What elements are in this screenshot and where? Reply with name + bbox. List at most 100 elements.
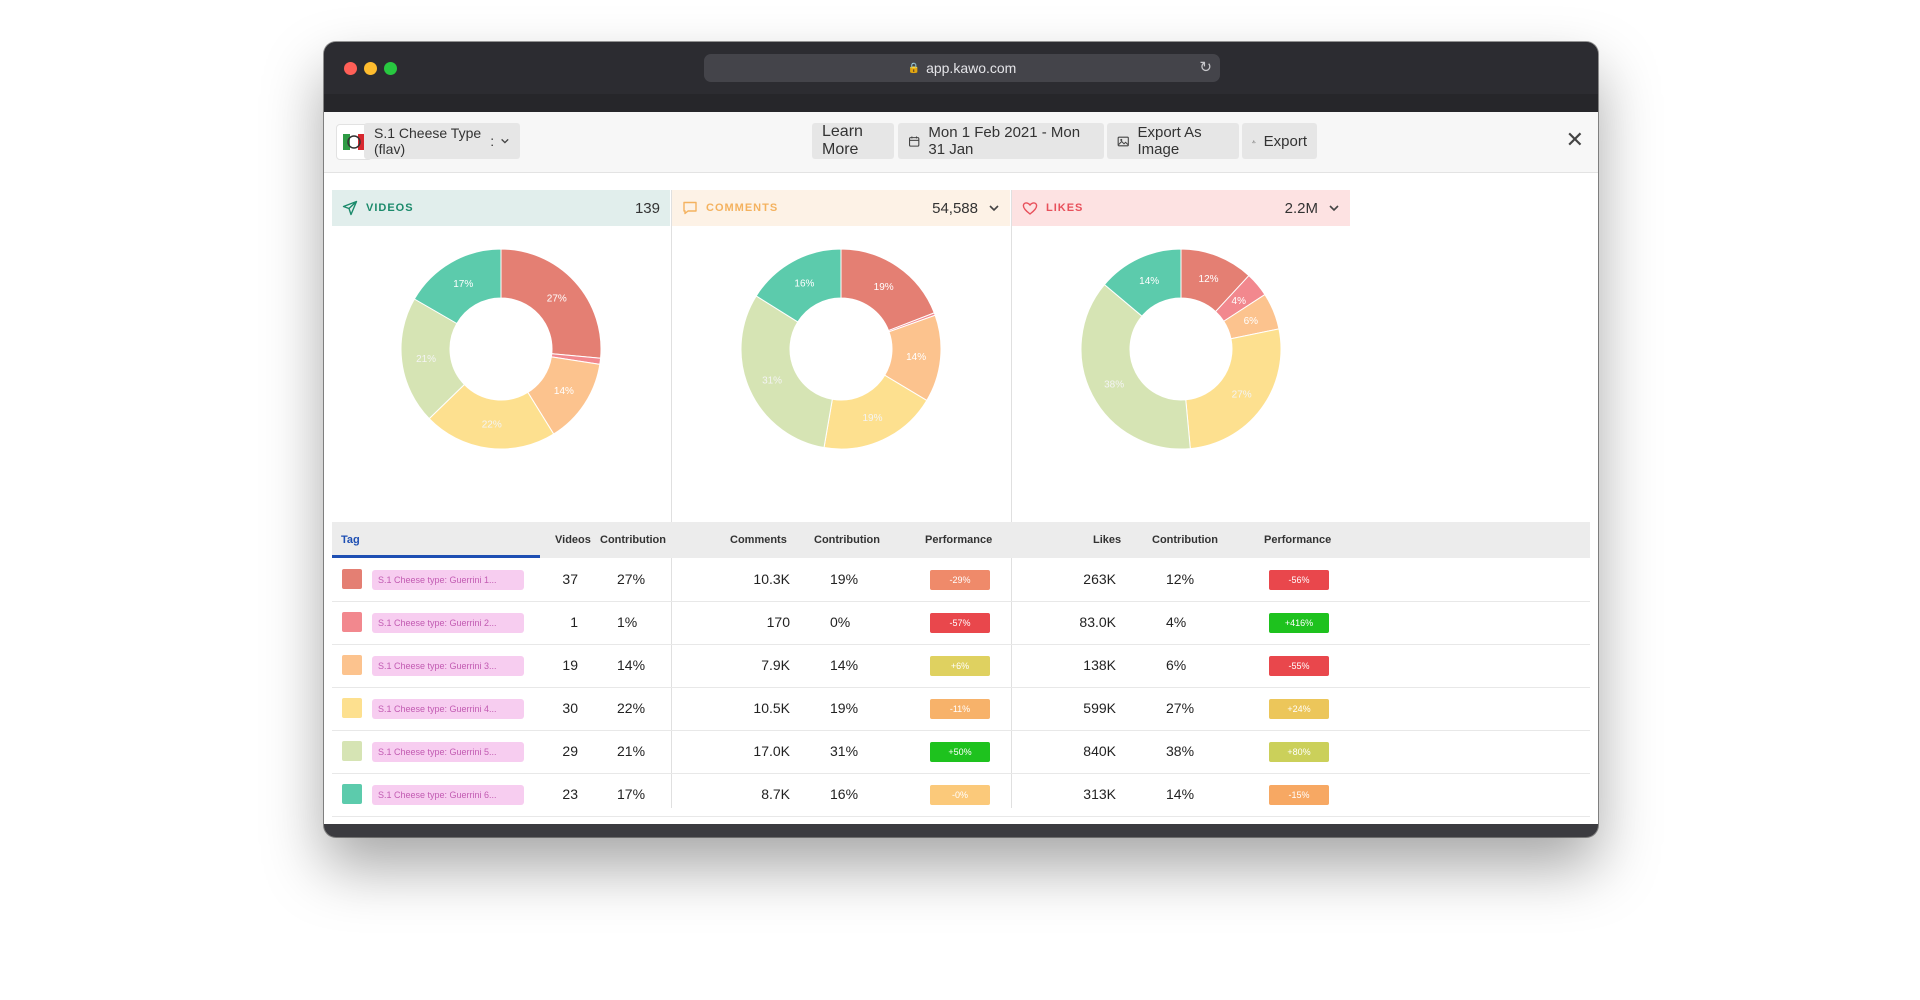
- likes-performance-column-header[interactable]: Performance: [1264, 534, 1332, 546]
- tag-pill[interactable]: S.1 Cheese type: Guerrini 2...: [372, 613, 524, 633]
- likes-contribution-column-header[interactable]: Contribution: [1152, 534, 1218, 546]
- videos-contribution-value: 1%: [617, 614, 638, 630]
- donut-slice-label: 17%: [453, 279, 473, 290]
- tag-column-header[interactable]: Tag: [341, 534, 360, 546]
- donut-slice-label: 27%: [1232, 389, 1252, 400]
- videos-panel-label: VIDEOS: [366, 202, 414, 214]
- heart-icon: [1022, 202, 1038, 215]
- videos-column-header[interactable]: Videos: [555, 534, 591, 546]
- videos-value: 29: [562, 743, 578, 759]
- lock-icon: 🔒: [907, 62, 921, 74]
- date-range-button[interactable]: Mon 1 Feb 2021 - Mon 31 Jan: [898, 123, 1104, 159]
- tag-pill[interactable]: S.1 Cheese type: Guerrini 5...: [372, 742, 524, 762]
- export-label: Export: [1263, 132, 1307, 150]
- videos-contribution-value: 27%: [617, 571, 646, 587]
- reload-icon[interactable]: ↻: [1199, 59, 1212, 76]
- comments-performance-badge: -57%: [930, 613, 990, 633]
- comments-contribution-value: 16%: [830, 786, 859, 802]
- donut-slice-label: 14%: [554, 386, 574, 397]
- comments-panel-header[interactable]: COMMENTS 54,588: [672, 190, 1010, 226]
- comment-icon: [683, 201, 697, 215]
- chevron-down-icon[interactable]: [1328, 202, 1340, 214]
- learn-more-button[interactable]: Learn More: [812, 123, 894, 159]
- tag-group-dropdown[interactable]: S.1 Cheese Type (flav) :: [364, 123, 520, 159]
- comments-value: 7.9K: [761, 657, 790, 673]
- panel-divider: [671, 190, 672, 808]
- donut-slice-label: 16%: [794, 278, 814, 289]
- donut-slice-label: 14%: [1139, 276, 1159, 287]
- donut-slice[interactable]: [755, 248, 842, 323]
- videos-contribution-value: 17%: [617, 786, 646, 802]
- table-row: S.1 Cheese type: Guerrini 5... 29 21% 17.0K…: [332, 730, 1590, 774]
- donut-slice-label: 19%: [874, 282, 894, 293]
- donut-slice-label: 21%: [416, 354, 436, 365]
- image-icon: [1117, 136, 1129, 146]
- donut-slice-label: 19%: [862, 413, 882, 424]
- report-modal: S.1 Cheese Type (flav) : Learn More Mon …: [324, 112, 1598, 824]
- export-as-image-button[interactable]: Export As Image: [1107, 123, 1239, 159]
- minimize-window-button[interactable]: [364, 62, 377, 75]
- likes-value: 83.0K: [1079, 614, 1116, 630]
- table-header: Tag Videos Contribution Comments Contrib…: [332, 522, 1590, 558]
- donut-slice[interactable]: [1103, 248, 1182, 317]
- comments-performance-badge: +50%: [930, 742, 990, 762]
- tag-color-swatch: [342, 741, 362, 761]
- comments-performance-badge: -0%: [930, 785, 990, 805]
- likes-panel-header[interactable]: LIKES 2.2M: [1012, 190, 1350, 226]
- table-row: S.1 Cheese type: Guerrini 3... 19 14% 7.9K 1…: [332, 644, 1590, 688]
- browser-window: 🔒 app.kawo.com ↻ S.1 Cheese Type (flav) …: [324, 42, 1598, 837]
- modal-header: S.1 Cheese Type (flav) : Learn More Mon …: [324, 112, 1598, 173]
- comments-value: 170: [766, 614, 790, 630]
- likes-contribution-value: 6%: [1166, 657, 1187, 673]
- tag-pill[interactable]: S.1 Cheese type: Guerrini 6...: [372, 785, 524, 805]
- donut-slice-label: 4%: [1232, 296, 1247, 307]
- comments-performance-badge: -29%: [930, 570, 990, 590]
- donut-slice-label: 38%: [1104, 380, 1124, 391]
- donut-slice[interactable]: [413, 248, 502, 325]
- browser-titlebar: 🔒 app.kawo.com ↻: [324, 42, 1598, 94]
- tag-pill[interactable]: S.1 Cheese type: Guerrini 3...: [372, 656, 524, 676]
- donut-slice[interactable]: [428, 383, 555, 450]
- comments-panel-label: COMMENTS: [706, 202, 779, 214]
- donut-slice[interactable]: [740, 295, 833, 449]
- videos-donut-chart: 27% 14% 22% 21% 17%: [400, 248, 602, 450]
- tag-color-swatch: [342, 655, 362, 675]
- close-icon[interactable]: ✕: [1565, 127, 1584, 152]
- maximize-window-button[interactable]: [384, 62, 397, 75]
- likes-performance-badge: +416%: [1269, 613, 1329, 633]
- likes-value: 599K: [1083, 700, 1116, 716]
- videos-total: 139: [634, 199, 660, 217]
- donut-slice-label: 6%: [1244, 316, 1259, 327]
- donut-slice[interactable]: [500, 248, 602, 359]
- comments-performance-badge: +6%: [930, 656, 990, 676]
- donut-slice[interactable]: [1080, 283, 1191, 450]
- url-text: app.kawo.com: [926, 60, 1017, 76]
- download-icon: [1252, 139, 1256, 143]
- donut-slice-label: 12%: [1199, 274, 1219, 285]
- comments-performance-column-header[interactable]: Performance: [925, 534, 993, 546]
- videos-contribution-value: 14%: [617, 657, 646, 673]
- chevron-down-icon[interactable]: [988, 202, 1000, 214]
- likes-performance-badge: +24%: [1269, 699, 1329, 719]
- address-bar[interactable]: 🔒 app.kawo.com ↻: [704, 54, 1220, 82]
- tag-color-swatch: [342, 784, 362, 804]
- export-button[interactable]: Export: [1242, 123, 1317, 159]
- tag-color-swatch: [342, 698, 362, 718]
- close-window-button[interactable]: [344, 62, 357, 75]
- likes-column-header[interactable]: Likes: [1093, 534, 1122, 546]
- videos-value: 1: [570, 614, 578, 630]
- donut-slice[interactable]: [1185, 328, 1282, 450]
- comments-column-header[interactable]: Comments: [730, 534, 787, 546]
- videos-panel-header: VIDEOS 139: [332, 190, 670, 226]
- panel-divider: [1011, 190, 1012, 808]
- likes-contribution-value: 27%: [1166, 700, 1195, 716]
- tag-pill[interactable]: S.1 Cheese type: Guerrini 4...: [372, 699, 524, 719]
- likes-contribution-value: 14%: [1166, 786, 1195, 802]
- videos-value: 23: [562, 786, 578, 802]
- comments-value: 8.7K: [761, 786, 790, 802]
- send-icon: [342, 200, 358, 216]
- videos-contribution-column-header[interactable]: Contribution: [600, 534, 666, 546]
- tag-color-swatch: [342, 569, 362, 589]
- comments-contribution-column-header[interactable]: Contribution: [814, 534, 880, 546]
- tag-pill[interactable]: S.1 Cheese type: Guerrini 1...: [372, 570, 524, 590]
